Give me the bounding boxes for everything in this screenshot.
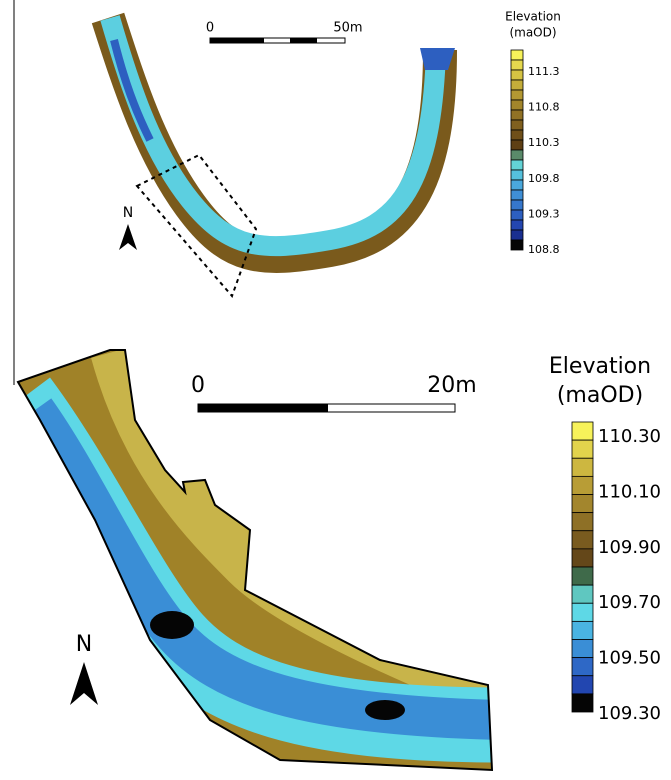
legend-label: 109.3 xyxy=(528,207,560,220)
legend-swatch xyxy=(510,89,524,101)
north-arrow xyxy=(70,662,98,705)
legend-label: 109.30 xyxy=(598,703,661,724)
legend-label: 109.70 xyxy=(598,592,661,613)
legend-swatch xyxy=(510,129,524,141)
scale-bar-segment xyxy=(198,404,328,412)
legend-swatch xyxy=(510,59,524,71)
legend-swatch xyxy=(510,189,524,201)
legend-swatch xyxy=(510,239,524,251)
legend-swatch xyxy=(510,119,524,131)
legend-title: Elevation xyxy=(505,10,561,24)
legend-swatch xyxy=(571,602,594,622)
top-river xyxy=(91,12,457,273)
legend-swatch xyxy=(510,139,524,151)
river-deep xyxy=(420,48,455,70)
legend-swatch xyxy=(510,99,524,111)
legend-swatch xyxy=(510,229,524,241)
scale-end: 50m xyxy=(333,21,362,36)
legend-swatch xyxy=(510,199,524,211)
legend-swatch xyxy=(571,457,594,477)
legend-swatch xyxy=(571,566,594,586)
legend-swatch xyxy=(571,439,594,459)
legend-swatch xyxy=(571,548,594,568)
scale-start: 0 xyxy=(191,373,205,398)
legend-swatch xyxy=(510,109,524,121)
legend-swatch xyxy=(571,620,594,640)
legend-label: 110.3 xyxy=(528,136,560,149)
pool xyxy=(150,611,194,639)
legend-swatch xyxy=(571,512,594,532)
legend-title: (maOD) xyxy=(557,383,643,408)
legend-label: 110.10 xyxy=(598,481,661,502)
north-arrow xyxy=(119,224,137,250)
legend-label: 109.8 xyxy=(528,172,560,185)
bottom-scale-bar: 0 20m xyxy=(191,373,477,413)
legend-swatch xyxy=(571,421,594,441)
legend-swatch xyxy=(510,49,524,61)
legend: 110.30 110.10 109.90 109.70 109.50 109.30 xyxy=(571,421,661,724)
pool xyxy=(365,700,405,720)
legend-label: 111.3 xyxy=(528,65,560,78)
legend-swatch xyxy=(571,475,594,495)
top-scale-bar: 0 50m xyxy=(206,21,363,44)
legend-label: 110.8 xyxy=(528,101,560,114)
legend-swatch xyxy=(571,530,594,550)
legend-label: 108.8 xyxy=(528,243,560,256)
legend-title: (maOD) xyxy=(509,26,556,40)
legend-swatch xyxy=(510,159,524,171)
scale-start: 0 xyxy=(206,21,214,36)
inset-box xyxy=(135,153,258,298)
legend-label: 109.90 xyxy=(598,537,661,558)
scale-end: 20m xyxy=(427,373,476,398)
legend-swatch xyxy=(510,79,524,91)
legend-swatch xyxy=(571,639,594,659)
north-label: N xyxy=(76,632,92,657)
legend-swatch xyxy=(510,69,524,81)
legend-swatch xyxy=(510,219,524,231)
legend-label: 110.30 xyxy=(598,426,661,447)
legend-swatch xyxy=(510,209,524,221)
legend-swatch xyxy=(571,675,594,695)
scale-bar-segment xyxy=(290,38,317,43)
legend-swatch xyxy=(510,149,524,161)
north-label: N xyxy=(123,205,133,221)
scale-bar-segment xyxy=(210,38,264,43)
legend: 111.3 110.8 110.3 109.8 109.3 108.8 xyxy=(510,49,560,256)
legend-swatch xyxy=(510,169,524,181)
legend-title: Elevation xyxy=(549,354,651,379)
legend-swatch xyxy=(571,693,594,713)
legend-swatch xyxy=(571,494,594,514)
bank-outline xyxy=(16,349,494,772)
legend-label: 109.50 xyxy=(598,648,661,669)
legend-swatch xyxy=(571,657,594,677)
legend-swatch xyxy=(571,584,594,604)
legend-swatch xyxy=(510,179,524,191)
river-deep xyxy=(110,39,154,142)
